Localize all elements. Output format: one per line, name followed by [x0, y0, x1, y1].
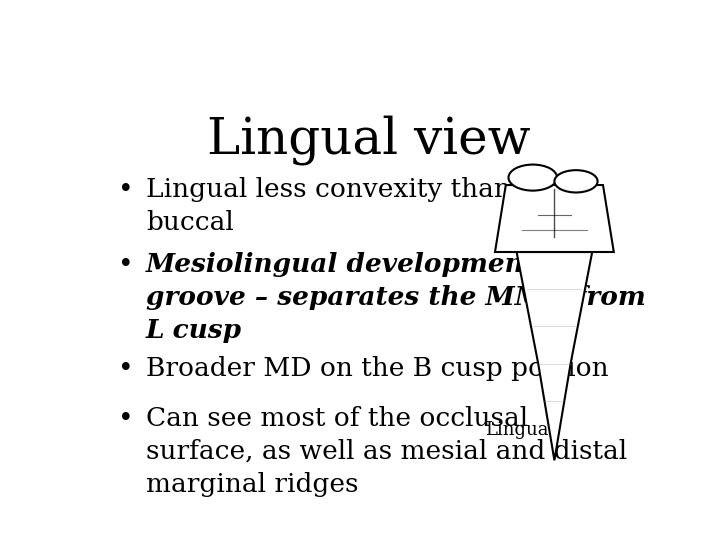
Ellipse shape: [554, 170, 598, 192]
Text: Can see most of the occlusal
surface, as well as mesial and distal
marginal ridg: Can see most of the occlusal surface, as…: [145, 406, 627, 497]
Text: •: •: [118, 252, 133, 278]
Text: •: •: [118, 356, 133, 382]
Text: •: •: [118, 406, 133, 432]
Text: Mesiolingual developmental
groove – separates the MMR from
L cusp: Mesiolingual developmental groove – sepa…: [145, 252, 646, 343]
Text: Broader MD on the B cusp portion: Broader MD on the B cusp portion: [145, 356, 608, 381]
Text: •: •: [118, 177, 133, 203]
Text: Lingual: Lingual: [485, 421, 554, 439]
Ellipse shape: [508, 165, 557, 191]
Text: Lingual view: Lingual view: [207, 114, 531, 165]
Text: Lingual less convexity than the
buccal: Lingual less convexity than the buccal: [145, 177, 562, 235]
Polygon shape: [517, 252, 592, 460]
Polygon shape: [495, 185, 613, 252]
